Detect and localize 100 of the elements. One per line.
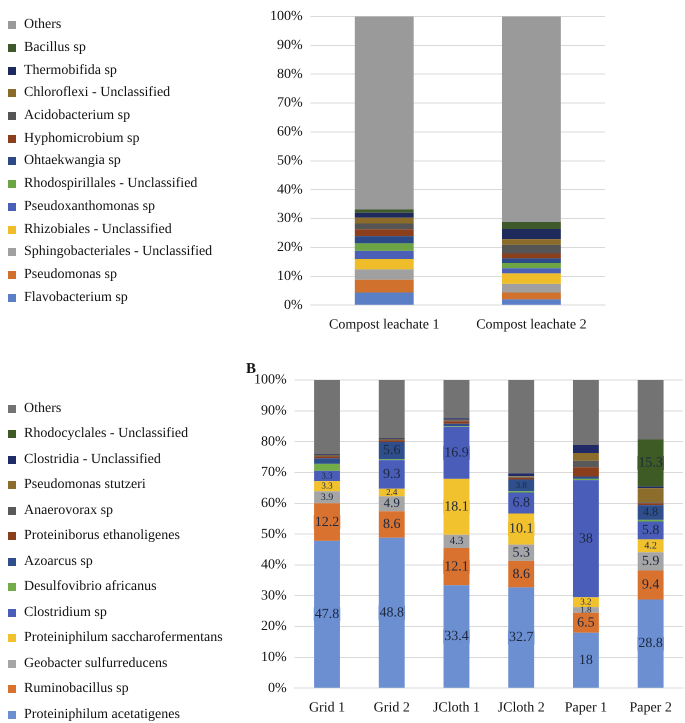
bar bbox=[354, 218, 414, 224]
data-label: 12.1 bbox=[444, 559, 469, 574]
data-label: 18.1 bbox=[444, 499, 469, 514]
data-label: 4.8 bbox=[643, 504, 658, 519]
legend-label: Thermobifida sp bbox=[24, 62, 117, 78]
data-label: 6.8 bbox=[512, 496, 530, 511]
legend-label: Geobacter sulfurreducens bbox=[24, 656, 168, 671]
bar bbox=[354, 269, 414, 280]
bar bbox=[572, 476, 599, 479]
bar bbox=[502, 258, 561, 264]
y-tick-label: 90% bbox=[276, 38, 303, 53]
bar bbox=[572, 445, 599, 454]
y-tick-label: 30% bbox=[260, 588, 287, 604]
data-label: 5.9 bbox=[642, 554, 660, 570]
y-tick-label: 100% bbox=[270, 9, 303, 24]
bar bbox=[354, 16, 414, 210]
legend-label: Azoarcus sp bbox=[24, 554, 93, 569]
bar bbox=[572, 467, 599, 476]
bar bbox=[354, 243, 414, 251]
bar bbox=[502, 273, 561, 284]
data-label: 5.3 bbox=[512, 545, 530, 560]
data-label: 12.2 bbox=[314, 514, 340, 530]
bar bbox=[354, 250, 414, 259]
bar bbox=[354, 280, 414, 292]
y-tick-label: 40% bbox=[276, 182, 303, 198]
bar bbox=[354, 212, 414, 218]
legend-label: Others bbox=[24, 17, 62, 32]
y-tick-label: 80% bbox=[276, 66, 303, 82]
x-tick-label: JCloth 2 bbox=[498, 700, 545, 716]
y-tick-label: 90% bbox=[260, 403, 287, 418]
bar bbox=[508, 473, 534, 476]
data-label: 1.8 bbox=[580, 604, 592, 614]
x-tick-label: Paper 1 bbox=[564, 700, 608, 716]
bar bbox=[572, 480, 599, 598]
data-label: 4.3 bbox=[450, 535, 464, 548]
chart-title: B bbox=[246, 360, 256, 377]
bar bbox=[508, 380, 534, 474]
legend-label: Ohtaekwangia sp bbox=[24, 153, 121, 168]
bar bbox=[354, 209, 414, 213]
data-label: 8.6 bbox=[382, 517, 400, 532]
bar bbox=[314, 458, 340, 464]
data-label: 38 bbox=[578, 531, 593, 546]
legend-label: Proteiniborus ethanoligenes bbox=[24, 528, 180, 544]
bar bbox=[354, 229, 414, 236]
data-label: 10.1 bbox=[508, 522, 534, 537]
bar bbox=[354, 292, 414, 305]
bar bbox=[502, 268, 561, 274]
data-label: 3.9 bbox=[320, 492, 334, 503]
x-tick-label: Grid 2 bbox=[374, 700, 410, 716]
bar bbox=[444, 380, 470, 418]
legend-label: Proteiniphilum acetatigenes bbox=[24, 706, 180, 722]
data-label: 6.5 bbox=[577, 615, 595, 630]
bar bbox=[572, 460, 599, 468]
legend-label: Desulfovibrio africanus bbox=[24, 579, 157, 594]
legend-label: Hyphomicrobium sp bbox=[24, 130, 140, 146]
bar bbox=[378, 538, 405, 688]
y-tick-label: 50% bbox=[260, 526, 287, 542]
y-tick-label: 40% bbox=[260, 558, 287, 573]
data-label: 33.4 bbox=[444, 629, 469, 644]
data-label: 5.6 bbox=[382, 443, 400, 458]
legend-label: Anaerovorax sp bbox=[24, 502, 114, 518]
x-tick-label: Compost leachate 1 bbox=[329, 317, 440, 332]
y-tick-label: 100% bbox=[254, 372, 287, 388]
legend-label: Pseudoxanthomonas sp bbox=[24, 198, 156, 214]
legend-label: Others bbox=[24, 400, 62, 416]
bar bbox=[502, 239, 561, 245]
data-label: 3.2 bbox=[580, 596, 592, 607]
bar bbox=[502, 284, 561, 292]
y-tick-label: 20% bbox=[276, 240, 303, 256]
bar bbox=[314, 540, 340, 688]
legend-label: Pseudomonas stutzeri bbox=[24, 477, 146, 492]
y-tick-label: 70% bbox=[260, 465, 287, 480]
bar bbox=[502, 222, 561, 229]
data-label: 8.6 bbox=[512, 566, 530, 582]
data-label: 47.8 bbox=[314, 606, 340, 622]
legend-label: Sphingobacteriales - Unclassified bbox=[24, 244, 212, 260]
y-tick-label: 20% bbox=[260, 619, 287, 634]
bar bbox=[354, 223, 414, 230]
y-tick-label: 0% bbox=[268, 680, 287, 696]
data-label: 5.8 bbox=[642, 523, 660, 538]
legend-label: Bacillus sp bbox=[24, 40, 86, 56]
x-tick-label: Grid 1 bbox=[308, 700, 346, 716]
data-label: 9.4 bbox=[642, 578, 660, 593]
legend-label: Flavobacterium sp bbox=[24, 290, 128, 305]
bar bbox=[502, 228, 561, 240]
legend-label: Clostridium sp bbox=[24, 604, 107, 620]
y-tick-label: 60% bbox=[260, 496, 287, 511]
legend-label: Ruminobacillus sp bbox=[24, 681, 129, 696]
data-label: 4.2 bbox=[644, 540, 657, 552]
bar bbox=[502, 263, 561, 268]
bar bbox=[572, 380, 599, 446]
x-tick-label: Compost leachate 2 bbox=[476, 317, 587, 332]
bar bbox=[638, 488, 664, 502]
bar bbox=[502, 244, 561, 254]
legend-label: Proteiniphilum saccharofermentans bbox=[24, 630, 223, 646]
bar bbox=[638, 380, 664, 440]
bar bbox=[572, 453, 599, 461]
data-label: 32.7 bbox=[508, 630, 534, 646]
bar bbox=[444, 421, 470, 424]
data-label: 3.3 bbox=[321, 470, 334, 480]
